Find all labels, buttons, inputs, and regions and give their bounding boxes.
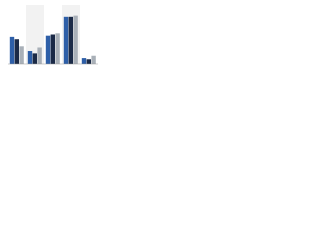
bar (37, 47, 42, 64)
bar (50, 34, 55, 64)
bar (19, 46, 24, 64)
bar (14, 39, 19, 64)
bar (81, 58, 87, 64)
bar (63, 16, 69, 64)
bar (27, 51, 33, 64)
bar (32, 53, 37, 64)
bar (86, 59, 91, 64)
bar (55, 33, 60, 64)
bar (9, 36, 15, 64)
bar (91, 55, 96, 64)
bar (45, 35, 51, 64)
page: (() => { const data = JSON.parse(documen… (0, 0, 320, 71)
chart (0, 0, 100, 71)
bar (68, 16, 73, 64)
bar (73, 15, 78, 65)
